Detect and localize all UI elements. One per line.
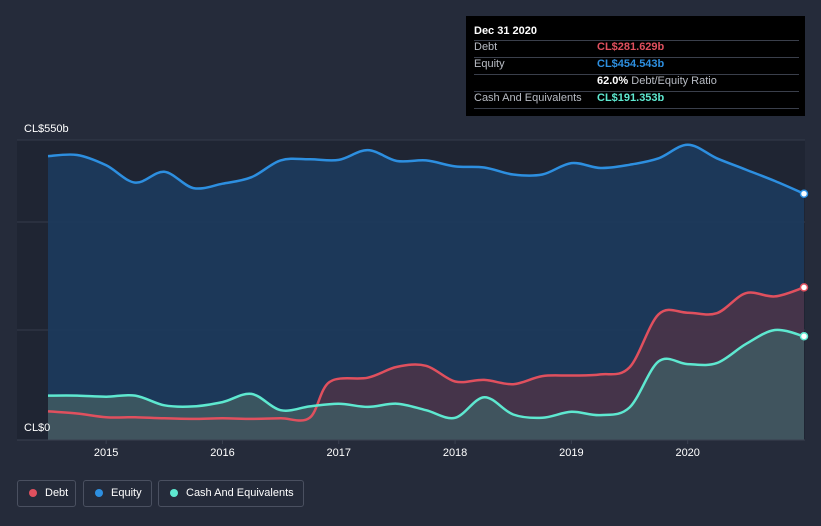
equity-end-marker	[799, 189, 809, 198]
legend-equity-label: Equity	[111, 487, 142, 499]
tooltip-divider	[474, 40, 799, 41]
tooltip-equity-value: CL$454.543b	[597, 58, 665, 70]
tooltip-cash-label: Cash And Equivalents	[474, 92, 582, 104]
tooltip-row-cash: Cash And Equivalents CL$191.353b	[474, 92, 797, 108]
equity-legend-dot-icon	[95, 489, 103, 497]
x-tick-label: 2020	[675, 447, 700, 459]
cash-and-equivalents-end-marker	[799, 332, 809, 341]
x-tick-label: 2018	[442, 447, 468, 459]
tooltip-divider	[474, 108, 799, 109]
debt-end-marker	[799, 283, 809, 292]
cash-and-equivalents-line	[47, 328, 805, 420]
x-tick-label: 2017	[326, 447, 352, 459]
tooltip-ratio-number: 62.0%	[597, 75, 629, 87]
tooltip-row-debt: Debt CL$281.629b	[474, 41, 797, 57]
cash-and-equivalents-area	[48, 329, 804, 440]
x-tick-label: 2016	[210, 447, 235, 459]
tooltip-row-equity: Equity CL$454.543b	[474, 58, 797, 74]
tooltip-divider	[474, 57, 799, 58]
tooltip-row-ratio: 62.0% Debt/Equity Ratio	[474, 75, 797, 91]
equity-area	[48, 144, 804, 440]
legend-debt-label: Debt	[45, 487, 69, 499]
legend-cash-label: Cash And Equivalents	[186, 487, 294, 499]
equity-line	[47, 143, 805, 195]
legend-cash[interactable]: Cash And Equivalents	[158, 480, 304, 507]
legend-equity[interactable]: Equity	[83, 480, 152, 507]
x-tick-label: 2019	[559, 447, 584, 459]
tooltip-panel: Dec 31 2020 Debt CL$281.629b Equity CL$4…	[466, 16, 805, 116]
tooltip-ratio-value: 62.0% Debt/Equity Ratio	[597, 75, 717, 87]
tooltip-divider	[474, 74, 799, 75]
debt-line	[47, 286, 805, 422]
tooltip-equity-label: Equity	[474, 58, 505, 70]
cash-legend-dot-icon	[170, 489, 178, 497]
tooltip-cash-value: CL$191.353b	[597, 92, 665, 104]
debt-legend-dot-icon	[29, 489, 37, 497]
tooltip-date: Dec 31 2020	[474, 25, 537, 37]
tooltip-ratio-label: Debt/Equity Ratio	[631, 75, 717, 87]
tooltip-divider	[474, 91, 799, 92]
x-tick-label: 2015	[93, 447, 119, 459]
y-axis-top-label: CL$550b	[24, 123, 69, 135]
debt-area	[48, 287, 804, 440]
legend-debt[interactable]: Debt	[17, 480, 76, 507]
y-axis-bottom-label: CL$0	[24, 422, 51, 434]
tooltip-debt-value: CL$281.629b	[597, 41, 665, 53]
tooltip-debt-label: Debt	[474, 41, 498, 53]
